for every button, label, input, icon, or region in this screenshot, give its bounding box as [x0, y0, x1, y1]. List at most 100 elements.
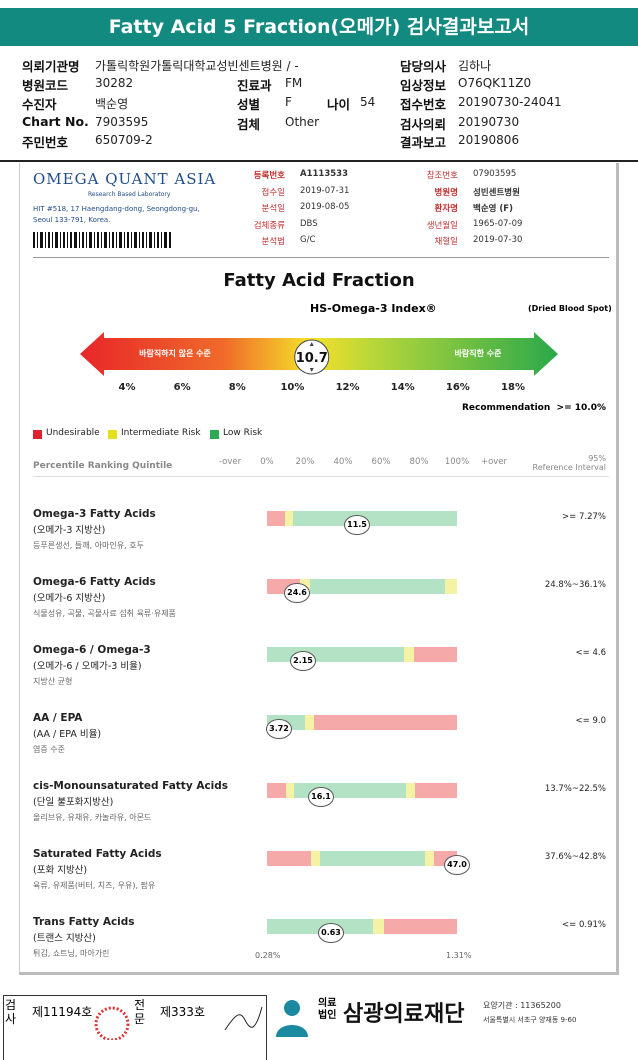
- signature-stroke: [224, 1006, 263, 1031]
- low-label: 바람직하지 않은 수준: [139, 348, 211, 358]
- bar-zone: [305, 715, 314, 730]
- legend-swatch: [33, 430, 42, 439]
- field-label: 병원코드: [22, 78, 69, 93]
- divider: [0, 160, 638, 162]
- scale-label: +over: [480, 457, 508, 467]
- field-label: 나이: [327, 97, 351, 112]
- lab-field-label: 환자명: [434, 204, 458, 214]
- result-name: Omega-3 Fatty Acids: [33, 508, 156, 520]
- inspect-no: 제11194호: [32, 1005, 93, 1019]
- legend-swatch: [108, 430, 117, 439]
- result-reference: <= 9.0: [575, 716, 606, 726]
- inspect-label: 검사: [5, 998, 17, 1026]
- lab-field-label: 등록번호: [253, 171, 285, 181]
- field-value: 20190806: [458, 133, 520, 147]
- field-label: 임상정보: [400, 78, 447, 93]
- lab-field-value: DBS: [300, 218, 318, 229]
- field-value: F: [285, 95, 292, 109]
- header-bar: [0, 8, 638, 46]
- result-korean: (오메가-6 / 오메가-3 비율): [33, 661, 142, 672]
- result-sources: 식물성유, 곡물, 곡물사료 섭취 육류·유제품: [33, 609, 176, 618]
- tick-label: 4%: [119, 382, 136, 393]
- specialist-no: 제333호: [160, 1005, 205, 1019]
- lab-field-label: 검체종류: [253, 220, 285, 231]
- field-label: 성별: [237, 97, 261, 112]
- tick-label: 8%: [229, 382, 246, 393]
- lab-field-value: 백순영 (F): [473, 204, 513, 214]
- result-korean: (포화 지방산): [33, 865, 88, 876]
- result-bar: [267, 919, 457, 934]
- scale-label: 40%: [333, 457, 353, 467]
- scale-label: 60%: [371, 457, 391, 467]
- bar-zone: [267, 647, 404, 662]
- result-bar: [267, 783, 457, 798]
- bar-zone: [267, 511, 285, 526]
- field-label: 수진자: [22, 97, 57, 112]
- signature: [224, 1006, 263, 1031]
- report-card: [19, 163, 619, 975]
- scale-label: 0%: [260, 457, 274, 467]
- result-korean: (오메가-3 지방산): [33, 525, 106, 536]
- legend-label: Undesirable: [46, 428, 100, 438]
- field-value: 54: [360, 95, 376, 109]
- lab-field-label: 채혈일: [434, 237, 458, 247]
- foundation-code: 요양기관 : 11365200: [483, 1001, 561, 1010]
- lab-field-value: 1965-07-09: [473, 218, 523, 229]
- bar-zone: [406, 783, 415, 798]
- lab-field-value: 성빈센트병원: [473, 187, 520, 198]
- lab-field-label: 분석법: [261, 237, 285, 247]
- field-value: 백순영: [95, 97, 129, 111]
- result-korean: (단일 불포화지방산): [33, 797, 114, 808]
- result-sources: 지방산 균형: [33, 677, 73, 686]
- field-value: 7903595: [95, 115, 149, 129]
- result-reference: 37.6%~42.8%: [544, 852, 606, 862]
- bar-zone: [373, 919, 384, 934]
- lab-field-value: G/C: [300, 235, 316, 245]
- bar-zone: [404, 647, 414, 662]
- lab-field-value: 2019-07-31: [300, 185, 350, 196]
- index-value: 10.7: [296, 351, 328, 366]
- field-label: 접수번호: [400, 97, 447, 112]
- lab-field-value: 07903595: [473, 169, 517, 179]
- bar-zone: [415, 783, 457, 798]
- field-value: 20190730: [458, 115, 520, 129]
- field-value: 30282: [95, 76, 134, 90]
- tick-label: 16%: [446, 382, 470, 393]
- scale-label: 20%: [295, 457, 315, 467]
- field-value: 김하나: [458, 59, 492, 73]
- bar-zone: [311, 851, 320, 866]
- field-label: 검체: [237, 117, 261, 132]
- bar-zone: [314, 715, 457, 730]
- barcode: [33, 232, 171, 248]
- field-value: 20190730-24041: [458, 95, 562, 109]
- index-gauge: 바람직하지 않은 수준 바람직한 수준 4% 6% 8% 10% 12% 14% 16% 18…: [80, 332, 558, 393]
- seal-circle: [94, 1006, 130, 1040]
- barcode-bars: [33, 232, 171, 248]
- reference-header: 95% Reference Interval: [533, 454, 606, 472]
- tick-label: 14%: [391, 382, 415, 393]
- scale-label: 100%: [444, 457, 470, 467]
- sample-type: (Dried Blood Spot): [528, 304, 612, 313]
- report-title: Fatty Acid 5 Fraction(오메가) 검사결과보고서: [108, 16, 530, 38]
- lab-divider: [33, 257, 609, 258]
- result-korean: (오메가-6 지방산): [33, 593, 106, 604]
- result-korean: (AA / EPA 비율): [33, 729, 102, 740]
- result-sources: 등푸른생선, 들깨, 아마인유, 호두: [33, 541, 144, 550]
- bar-zone: [267, 851, 311, 866]
- result-bar: [267, 511, 457, 526]
- result-reference: >= 7.27%: [562, 512, 606, 522]
- result-bar: [267, 851, 457, 866]
- result-korean: (트랜스 지방산): [33, 933, 96, 944]
- field-label: 진료과: [237, 78, 272, 93]
- trans-min: 0.28%: [255, 951, 281, 960]
- lab-field-label: 접수일: [261, 187, 285, 198]
- trans-max: 1.31%: [446, 951, 472, 960]
- logo-head: [284, 1000, 300, 1016]
- result-reference: <= 0.91%: [562, 920, 606, 930]
- result-reference: 24.8%~36.1%: [544, 580, 606, 590]
- result-reference: 13.7%~22.5%: [544, 784, 606, 794]
- field-label: 주민번호: [22, 135, 69, 150]
- recommendation-label: Recommendation: [461, 403, 551, 413]
- logo-body: [276, 1025, 308, 1037]
- result-value: 24.6: [284, 583, 310, 603]
